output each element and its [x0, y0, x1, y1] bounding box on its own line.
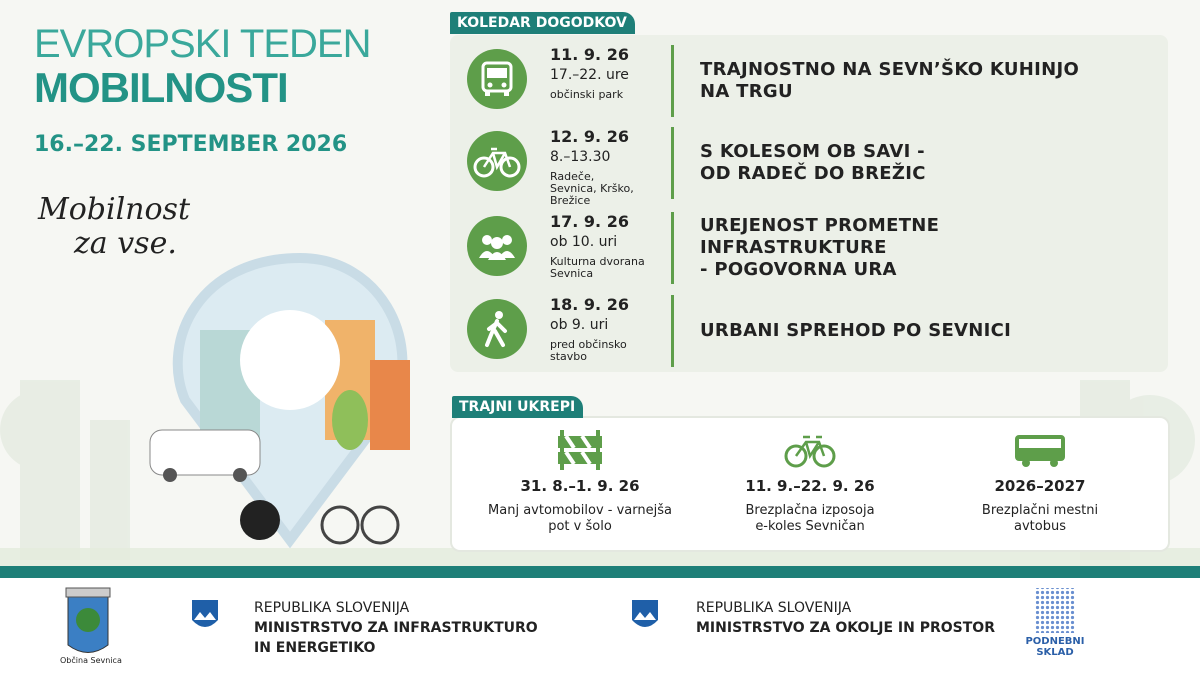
place-line: Sevnica, Krško, [550, 182, 634, 195]
place-line: Brežice [550, 194, 591, 207]
title-line: EVROPSKI TEDEN [34, 22, 371, 66]
event-time: 8.–13.30 [550, 149, 611, 165]
ministry-line: MINISTRSTVO ZA INFRASTRUKTURO [254, 620, 538, 636]
measure-icon [1010, 428, 1070, 472]
measure-dates: 2026–2027 [994, 477, 1086, 495]
place-line: Kulturna dvorana [550, 255, 645, 268]
ministry: REPUBLIKA SLOVENIJA MINISTRSTVO ZA OKOLJE… [696, 598, 995, 638]
event-date: 18. 9. 26 [550, 295, 629, 314]
event-place: Kulturna dvorana Sevnica [550, 256, 645, 280]
section-label: KOLEDAR DOGODKOV [450, 12, 635, 34]
ministry-line: REPUBLIKA SLOVENIJA [254, 600, 410, 616]
event-date: 12. 9. 26 [550, 127, 629, 146]
measure-dates: 11. 9.–22. 9. 26 [745, 477, 875, 495]
ministry: REPUBLIKA SLOVENIJA MINISTRSTVO ZA INFRAS… [254, 598, 538, 658]
description-line: Brezplačna izposoja [745, 503, 875, 518]
event-icon [467, 299, 527, 359]
event-title: URBANI SPREHOD PO SEVNICI [700, 320, 1011, 342]
event-place: pred občinsko stavbo [550, 339, 627, 363]
title-line: S KOLESOM OB SAVI - [700, 141, 925, 162]
title-line: NA TRGU [700, 81, 793, 102]
icon [467, 299, 527, 359]
slogan: za vse. [74, 226, 177, 261]
calendar-panel [450, 35, 1168, 372]
measure-dates: 31. 8.–1. 9. 26 [520, 477, 640, 495]
icon [558, 430, 602, 470]
place-line: Sevnica [550, 267, 594, 280]
divider [671, 45, 674, 117]
icon [467, 49, 527, 109]
title-line: - POGOVORNA URA [700, 259, 897, 280]
event-time: 17.–22. ure [550, 67, 629, 83]
description-line: avtobus [1014, 519, 1066, 534]
ministry-line: MINISTRSTVO ZA OKOLJE IN PROSTOR [696, 620, 995, 636]
event-icon [467, 49, 527, 109]
icon [467, 131, 527, 191]
dates: 16.–22. SEPTEMBER 2026 [34, 132, 348, 157]
measure-description: Manj avtomobilov - varnejša pot v šolo [470, 503, 690, 535]
title-line: TRAJNOSTNO NA SEVN’ŠKO KUHINJO [700, 59, 1080, 80]
event-date: 17. 9. 26 [550, 212, 629, 231]
event-date: 11. 9. 26 [550, 45, 629, 64]
divider [671, 212, 674, 284]
title-line: OD RADEČ DO BREŽIC [700, 163, 926, 184]
event-title: S KOLESOM OB SAVI - OD RADEČ DO BREŽIC [700, 141, 926, 185]
fund-line: SKLAD [1036, 647, 1074, 658]
description-line: Brezplačni mestni [981, 503, 1099, 518]
measure-icon [780, 428, 840, 472]
description-line: Manj avtomobilov - varnejša [488, 503, 672, 518]
fund-line: PODNEBNI [1025, 636, 1085, 647]
event-place: Radeče, Sevnica, Krško, Brežice [550, 171, 634, 207]
description-line: pot v šolo [548, 519, 612, 534]
event-icon [467, 131, 527, 191]
measure-description: Brezplačni mestni avtobus [930, 503, 1150, 535]
place-line: občinski park [550, 88, 624, 101]
title-line: INFRASTRUKTURE [700, 237, 887, 258]
icon [467, 216, 527, 276]
ministry-line: REPUBLIKA SLOVENIJA [696, 600, 852, 616]
fund: PODNEBNI SKLAD [1020, 636, 1090, 658]
event-icon [467, 216, 527, 276]
event-place: občinski park [550, 89, 623, 101]
event-title: UREJENOST PROMETNE INFRASTRUKTURE - POGOVO… [700, 215, 939, 281]
event-time: ob 9. uri [550, 317, 609, 333]
divider [671, 295, 674, 367]
place-line: stavbo [550, 350, 588, 363]
icon [784, 435, 836, 468]
section-label: TRAJNI UKREPI [452, 396, 584, 418]
measure-icon [550, 428, 610, 472]
event-title: TRAJNOSTNO NA SEVN’ŠKO KUHINJO NA TRGU [700, 59, 1079, 103]
description-line: e-koles Sevničan [755, 519, 865, 534]
title-line: MOBILNOSTI [34, 64, 289, 111]
place-line: pred občinsko [550, 338, 627, 351]
icon [1015, 435, 1065, 467]
municipality: Občina Sevnica [60, 656, 122, 665]
ministry-line: IN ENERGETIKO [254, 640, 376, 656]
event-time: ob 10. uri [550, 234, 618, 250]
title-line: UREJENOST PROMETNE [700, 215, 940, 236]
title-line: URBANI SPREHOD PO SEVNICI [700, 320, 1012, 341]
place-line: Radeče, [550, 170, 595, 183]
slogan: Mobilnost [38, 192, 191, 227]
measure-description: Brezplačna izposoja e-koles Sevničan [700, 503, 920, 535]
divider [671, 127, 674, 199]
